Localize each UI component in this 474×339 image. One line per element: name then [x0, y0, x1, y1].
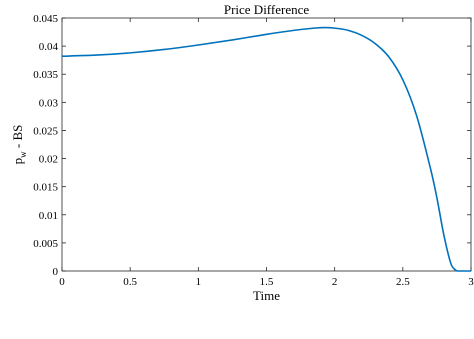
- series-line: [61, 26, 471, 272]
- y-axis-label-rest: - BS: [10, 125, 25, 152]
- x-tick-label: 1: [196, 276, 202, 288]
- y-tick-label: 0.03: [39, 97, 59, 109]
- y-tick-label: 0.01: [39, 210, 58, 222]
- chart-title: Price Difference: [224, 2, 310, 17]
- plot-area: 0 0.5 1 1.5 2 2.5 3 0 0.005 0.01 0.015 0.02 0.025 0.0…: [33, 13, 474, 288]
- x-tick-label: 1.5: [260, 276, 274, 288]
- axes-box: [61, 17, 472, 272]
- y-axis-label: pw - BS: [10, 125, 28, 165]
- x-tick-label: 0.5: [123, 276, 137, 288]
- x-tick-label: 0: [59, 276, 65, 288]
- x-tick-label: 3: [468, 276, 474, 288]
- y-tick-label: 0.025: [33, 125, 58, 137]
- y-axis-label-main: p: [10, 158, 25, 165]
- y-tick-label: 0.005: [33, 238, 58, 250]
- y-tick-label: 0.045: [33, 13, 58, 25]
- y-tick-label: 0.04: [39, 41, 59, 53]
- x-tick-label: 2: [332, 276, 338, 288]
- x-axis-label: Time: [253, 288, 280, 303]
- y-tick-label: 0.035: [33, 69, 58, 81]
- y-tick-label: 0: [53, 266, 59, 278]
- y-tick-label: 0.015: [33, 182, 58, 194]
- x-tick-label: 2.5: [396, 276, 410, 288]
- y-tick-label: 0.02: [39, 154, 58, 166]
- y-axis-label-subscript: w: [18, 151, 28, 158]
